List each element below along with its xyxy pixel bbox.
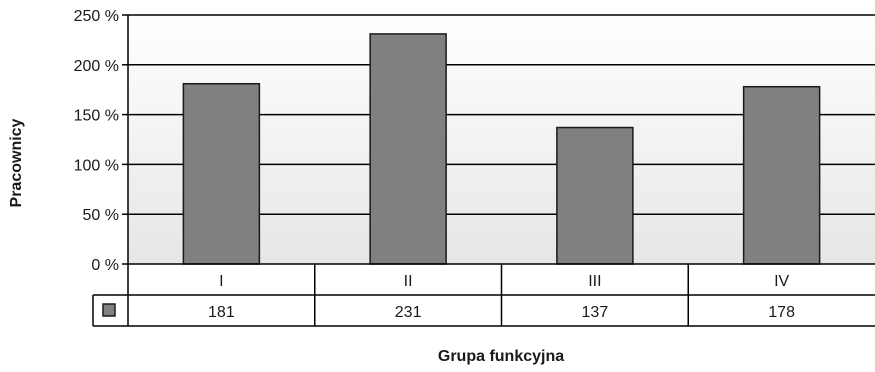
x-tick-label: I: [219, 273, 223, 290]
bars: [182, 33, 821, 265]
y-tick-label: 100 %: [74, 157, 119, 174]
y-axis-ticks: 0 % 50 % 100 % 150 % 200 % 250 %: [74, 8, 128, 274]
bar-II: [369, 33, 447, 265]
bar-IV: [742, 85, 821, 265]
y-tick-label: 0 %: [91, 257, 119, 274]
x-tick-label: III: [588, 273, 601, 290]
x-tick-label: II: [404, 273, 413, 290]
legend-swatch: [102, 303, 116, 317]
x-tick-label: IV: [774, 273, 789, 290]
data-table-value: 231: [395, 304, 422, 321]
y-tick-label: 150 %: [74, 108, 119, 125]
x-axis-title: Grupa funkcyjna: [438, 348, 564, 365]
y-tick-label: 250 %: [74, 8, 119, 25]
data-table-value: 181: [208, 304, 235, 321]
data-table: I 181 II 231 III 137 IV 178: [92, 263, 875, 327]
y-axis-title: Pracownicy: [8, 118, 25, 207]
bar-III: [556, 126, 634, 265]
y-tick-label: 50 %: [83, 207, 119, 224]
data-table-value: 137: [582, 304, 609, 321]
data-table-value: 178: [768, 304, 795, 321]
bar-I: [182, 82, 261, 265]
y-tick-label: 200 %: [74, 58, 119, 75]
